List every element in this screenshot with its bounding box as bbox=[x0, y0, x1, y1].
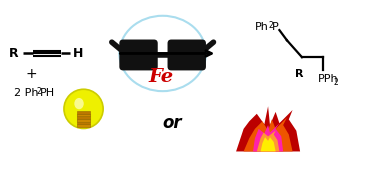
Ellipse shape bbox=[74, 98, 84, 109]
Text: P: P bbox=[272, 22, 279, 32]
Circle shape bbox=[64, 89, 103, 128]
Text: R: R bbox=[295, 69, 303, 79]
FancyBboxPatch shape bbox=[77, 114, 90, 121]
Text: 2: 2 bbox=[268, 21, 273, 30]
Text: PPh: PPh bbox=[318, 74, 339, 84]
Text: Ph: Ph bbox=[255, 22, 269, 32]
FancyBboxPatch shape bbox=[77, 122, 90, 124]
Polygon shape bbox=[257, 131, 279, 152]
FancyBboxPatch shape bbox=[77, 114, 90, 116]
FancyBboxPatch shape bbox=[119, 40, 158, 70]
Text: R: R bbox=[9, 47, 19, 60]
Text: PH: PH bbox=[40, 88, 55, 98]
FancyBboxPatch shape bbox=[77, 111, 90, 114]
Text: +: + bbox=[25, 67, 37, 81]
FancyBboxPatch shape bbox=[77, 124, 90, 127]
FancyBboxPatch shape bbox=[77, 119, 90, 122]
Text: or: or bbox=[162, 114, 182, 132]
Polygon shape bbox=[253, 123, 283, 152]
Polygon shape bbox=[260, 137, 276, 152]
Text: 2 Ph: 2 Ph bbox=[14, 88, 39, 98]
Text: H: H bbox=[73, 47, 83, 60]
Text: 2: 2 bbox=[36, 87, 41, 96]
Text: Fe: Fe bbox=[148, 68, 174, 86]
FancyBboxPatch shape bbox=[77, 116, 90, 119]
Polygon shape bbox=[243, 117, 293, 152]
Polygon shape bbox=[236, 106, 300, 152]
FancyBboxPatch shape bbox=[167, 40, 206, 70]
Text: 2: 2 bbox=[333, 78, 338, 87]
